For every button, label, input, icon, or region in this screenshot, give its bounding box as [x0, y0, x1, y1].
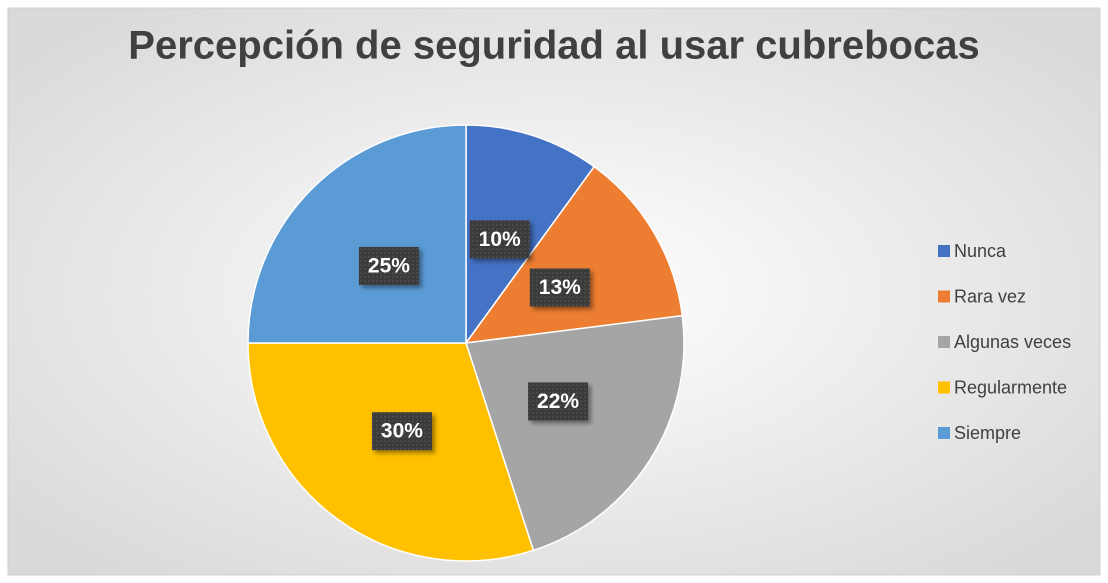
pie-slice	[465, 124, 596, 346]
legend-swatch	[938, 336, 950, 348]
chart-title: Percepción de seguridad al usar cubreboc…	[128, 24, 979, 68]
pie	[247, 124, 685, 562]
data-label-box	[529, 268, 590, 307]
pie-slice	[465, 314, 685, 552]
data-label: 22%	[537, 390, 579, 413]
legend-swatch	[938, 381, 950, 394]
data-label-box	[371, 412, 432, 451]
data-label: 30%	[381, 420, 423, 443]
data-label-box	[469, 220, 530, 259]
legend-label: Nunca	[954, 241, 1007, 261]
legend: Nunca Rara vez Algunas veces Regularmente Si…	[938, 241, 1071, 443]
legend-swatch	[938, 290, 950, 303]
data-label-box	[528, 382, 589, 421]
data-labels: 10% 13% 22% 30% 25%	[358, 220, 590, 451]
data-label-box	[358, 246, 419, 285]
legend-swatch	[938, 245, 950, 257]
pie-slice	[247, 342, 535, 562]
legend-label: Rara vez	[954, 286, 1026, 306]
pie-slice	[247, 124, 467, 344]
data-label: 10%	[479, 228, 521, 251]
legend-swatch	[938, 427, 950, 439]
pie-slice	[464, 165, 684, 344]
legend-label: Regularmente	[954, 377, 1067, 397]
legend-label: Algunas veces	[954, 332, 1071, 352]
data-label: 13%	[539, 276, 581, 299]
data-label: 25%	[368, 254, 410, 277]
legend-label: Siempre	[954, 423, 1021, 443]
